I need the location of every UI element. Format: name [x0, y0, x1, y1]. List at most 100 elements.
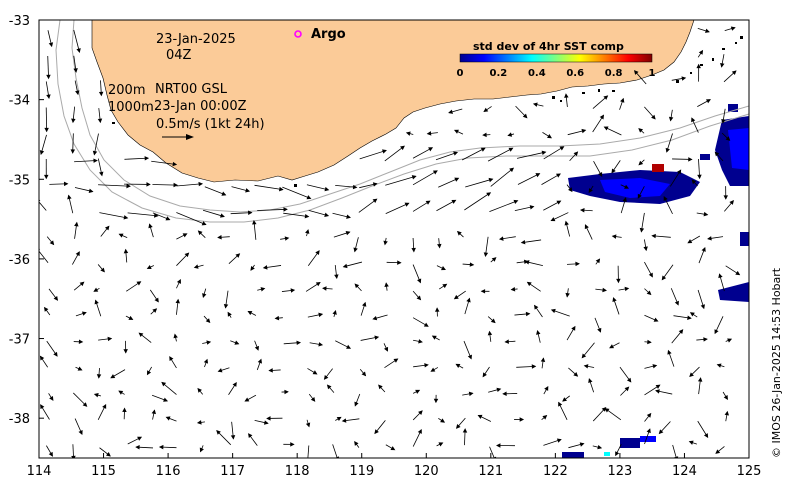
- current-arrowhead: [454, 129, 459, 134]
- current-arrowhead: [201, 221, 207, 226]
- current-arrowhead: [93, 287, 99, 292]
- current-arrowhead: [247, 311, 253, 316]
- lat-tick-label: -33: [9, 14, 30, 29]
- current-arrowhead: [735, 270, 741, 276]
- current-arrowhead: [283, 207, 288, 212]
- current-arrowhead: [526, 281, 532, 287]
- current-arrowhead: [483, 107, 489, 113]
- current-arrowhead: [232, 381, 237, 387]
- current-arrowhead: [558, 401, 563, 407]
- current-arrowhead: [260, 287, 266, 292]
- current-arrowhead: [138, 332, 144, 338]
- current-arrow: [385, 202, 409, 214]
- current-arrowhead: [374, 335, 380, 340]
- current-arrowhead: [658, 429, 664, 435]
- current-arrow: [283, 212, 309, 218]
- current-arrowhead: [173, 182, 178, 188]
- current-arrowhead: [82, 402, 88, 407]
- current-arrow: [47, 55, 49, 79]
- current-arrowhead: [689, 372, 694, 378]
- current-arrowhead: [382, 149, 387, 154]
- lon-tick-label: 122: [543, 464, 568, 479]
- current-arrowhead: [513, 199, 519, 205]
- current-arrowhead: [78, 430, 83, 435]
- current-arrowhead: [374, 429, 379, 435]
- current-arrowhead: [417, 428, 422, 434]
- current-arrowhead: [624, 286, 630, 292]
- current-arrowhead: [624, 184, 630, 189]
- current-arrow: [385, 175, 416, 186]
- current-arrowhead: [44, 174, 49, 180]
- lat-tick-label: -37: [9, 333, 30, 348]
- current-arrowhead: [74, 221, 79, 227]
- lat-tick-label: -35: [9, 173, 30, 188]
- current-arrowhead: [469, 262, 475, 267]
- current-arrowhead: [326, 384, 332, 390]
- current-arrowhead: [535, 173, 541, 178]
- current-arrowhead: [559, 146, 565, 151]
- current-arrowhead: [700, 304, 705, 310]
- current-arrowhead: [75, 90, 80, 96]
- current-arrowhead: [534, 304, 539, 310]
- current-arrow: [202, 209, 225, 217]
- lon-tick-label: 123: [607, 464, 632, 479]
- current-arrowhead: [411, 175, 417, 180]
- current-arrowhead: [100, 267, 105, 273]
- argo-float-marker[interactable]: [294, 30, 302, 38]
- lon-tick-label: 118: [285, 464, 310, 479]
- current-arrowhead: [687, 315, 692, 320]
- current-arrowhead: [707, 236, 712, 241]
- current-arrowhead: [691, 117, 696, 123]
- current-arrowhead: [148, 223, 153, 229]
- current-arrowhead: [597, 444, 603, 450]
- current-arrowhead: [456, 230, 462, 236]
- current-arrowhead: [182, 233, 188, 238]
- current-arrowhead: [428, 147, 434, 152]
- current-arrowhead: [152, 308, 158, 313]
- current-arrowhead: [504, 339, 509, 344]
- current-arrowhead: [126, 183, 131, 189]
- current-arrowhead: [318, 312, 324, 318]
- current-arrowhead: [315, 282, 321, 287]
- current-arrow: [282, 186, 311, 199]
- current-arrowhead: [525, 311, 531, 317]
- sst-patches: [562, 104, 749, 458]
- date-label: 23-Jan-2025: [156, 32, 236, 47]
- current-arrowhead: [263, 420, 269, 425]
- current-arrowhead: [418, 339, 423, 344]
- current-arrowhead: [161, 381, 167, 387]
- current-arrow: [98, 184, 131, 187]
- current-arrow: [516, 151, 546, 159]
- current-arrowhead: [431, 335, 437, 340]
- current-arrowhead: [467, 354, 472, 360]
- current-arrowhead: [118, 233, 124, 238]
- current-arrowhead: [217, 235, 222, 240]
- current-arrowhead: [136, 281, 142, 286]
- current-arrow: [74, 160, 98, 163]
- current-arrowhead: [562, 397, 567, 402]
- current-arrowhead: [79, 281, 85, 287]
- current-arrow: [517, 173, 540, 185]
- current-arrowhead: [573, 372, 579, 377]
- current-arrowhead: [646, 412, 652, 418]
- current-arrowhead: [250, 265, 255, 271]
- current-arrowhead: [730, 26, 736, 31]
- current-arrowhead: [681, 76, 687, 81]
- current-arrowhead: [673, 456, 679, 458]
- current-arrowhead: [723, 195, 728, 200]
- current-arrow: [204, 186, 226, 196]
- current-arrowhead: [235, 253, 241, 258]
- current-arrowhead: [575, 261, 580, 267]
- colorbar-tick-label: 0.4: [528, 68, 546, 79]
- current-arrowhead: [322, 286, 327, 291]
- current-arrowhead: [217, 368, 223, 373]
- current-arrowhead: [323, 375, 329, 380]
- current-arrowhead: [405, 131, 411, 136]
- current-arrowhead: [345, 231, 351, 236]
- current-arrow: [465, 178, 493, 188]
- current-arrowhead: [597, 327, 602, 333]
- current-arrowhead: [462, 428, 468, 433]
- current-arrowhead: [731, 70, 737, 75]
- current-arrowhead: [611, 168, 616, 174]
- current-arrowhead: [244, 397, 250, 402]
